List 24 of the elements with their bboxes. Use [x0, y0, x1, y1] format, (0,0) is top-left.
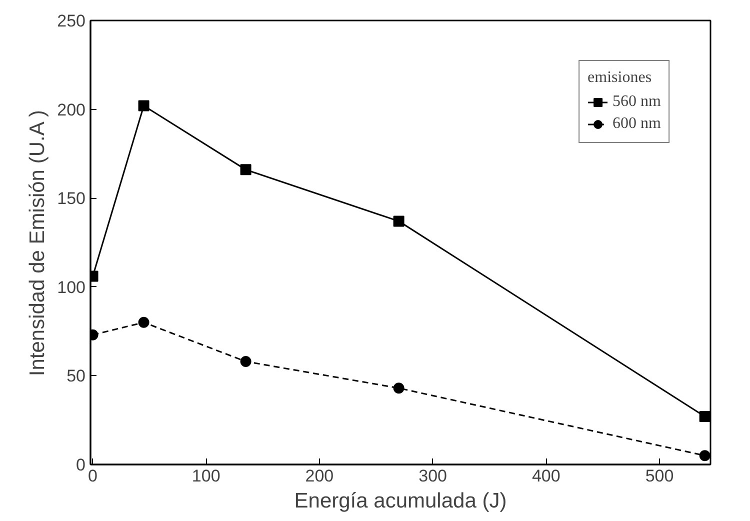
x-tick-label: 0 — [88, 466, 98, 486]
x-tick-label: 300 — [418, 466, 447, 486]
y-axis-title: Intensidad de Emisión (U.A ) — [26, 110, 50, 376]
legend-title: emisiones — [588, 69, 653, 87]
x-tick-label: 100 — [192, 466, 220, 486]
y-tick-label: 150 — [57, 189, 86, 208]
y-tick-label: 50 — [66, 366, 86, 386]
x-tick-label: 400 — [532, 466, 560, 486]
point — [138, 100, 150, 112]
legend-label: 600 nm — [612, 115, 661, 133]
point — [393, 382, 404, 394]
x-tick-label: 500 — [645, 466, 674, 486]
x-tick-label: 200 — [305, 466, 334, 486]
y-tick-label: 100 — [57, 278, 86, 297]
y-tick-label: 200 — [57, 100, 86, 120]
point — [699, 450, 710, 462]
x-axis-title: Energía acumulada (J) — [294, 490, 507, 512]
point — [393, 216, 404, 227]
y-tick-label: 250 — [57, 12, 86, 30]
legend-label: 560 nm — [612, 93, 661, 111]
point — [240, 356, 252, 367]
point — [240, 164, 252, 176]
point — [699, 411, 710, 422]
point — [138, 316, 150, 328]
